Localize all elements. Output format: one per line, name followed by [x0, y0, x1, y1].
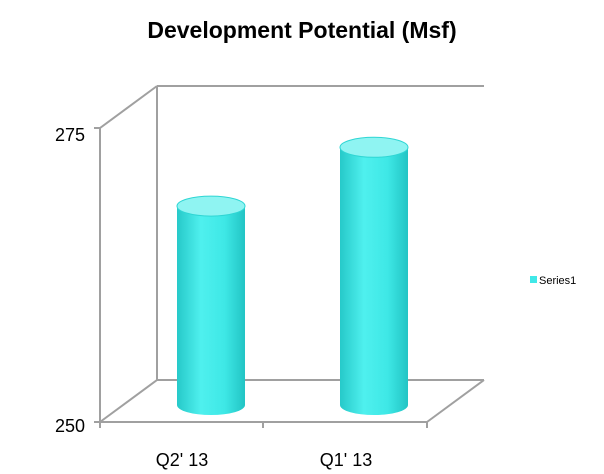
bar-top — [176, 195, 246, 217]
chart-title: Development Potential (Msf) — [147, 17, 456, 43]
floor-left-edge — [99, 379, 158, 423]
legend-label: Series1 — [539, 275, 576, 287]
chart-frame — [94, 85, 485, 428]
bar-top — [339, 136, 409, 158]
x-tick-label-q1-13: Q1' 13 — [320, 450, 372, 470]
x-tick-label-q2-13: Q2' 13 — [156, 450, 208, 470]
legend-swatch — [530, 276, 537, 283]
legend: Series1 — [530, 275, 576, 287]
y-tick-label-bottom: 250 — [55, 416, 85, 436]
bars-group — [176, 136, 409, 415]
bar-q2-13 — [176, 195, 246, 415]
floor-right-edge — [426, 379, 485, 423]
bar-body — [177, 206, 245, 415]
side-wall-top-edge — [99, 85, 158, 129]
y-tick-label-top: 275 — [55, 125, 85, 145]
bar-body — [340, 147, 408, 415]
bar-q1-13 — [339, 136, 409, 415]
